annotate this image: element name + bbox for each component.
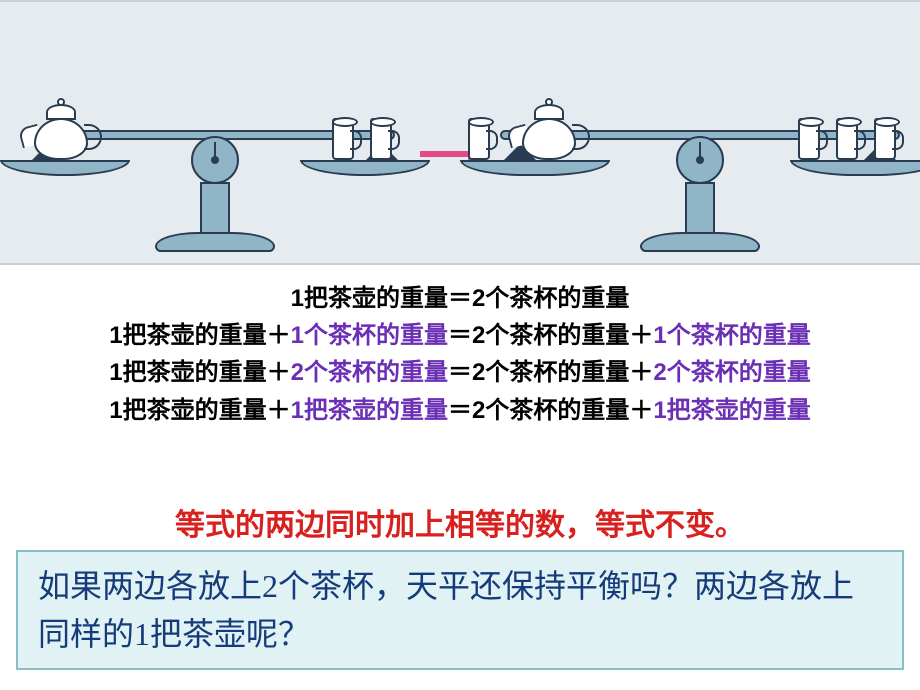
teapot-icon (508, 102, 590, 160)
base (640, 232, 760, 252)
cup-icon (836, 118, 858, 160)
teapot-icon (20, 102, 102, 160)
equation-segment: 1把茶壶的重量＋ (109, 397, 290, 424)
right-pan (790, 160, 920, 176)
balance-scale-right (490, 22, 910, 252)
equation-segment: 1把茶壶的重量＋ (109, 359, 290, 386)
equation-segment: 1把茶壶的重量＋ (109, 322, 290, 349)
cup-icon (798, 118, 820, 160)
equations-block: 1把茶壶的重量＝2个茶杯的重量1把茶壶的重量＋1个茶杯的重量＝2个茶杯的重量＋1… (0, 280, 920, 429)
left-pan (0, 160, 130, 176)
equation-segment: ＝2个茶杯的重量＋ (448, 322, 653, 349)
equation-segment: 1把茶壶的重量 (291, 397, 448, 424)
left-pan (460, 160, 610, 176)
base (155, 232, 275, 252)
diagram-area (0, 0, 920, 265)
equation-segment: ＝2个茶杯的重量＋ (448, 359, 653, 386)
equation-segment: 2个茶杯的重量 (291, 359, 448, 386)
equation-segment: 1个茶杯的重量 (653, 322, 810, 349)
equation-segment: ＝2个茶杯的重量＋ (448, 397, 653, 424)
question-box: 如果两边各放上2个茶杯，天平还保持平衡吗？两边各放上同样的1把茶壶呢？ (16, 550, 904, 670)
cup-icon (370, 118, 392, 160)
dial (191, 136, 239, 184)
equation-segment: 1个茶杯的重量 (291, 322, 448, 349)
equation-segment: 2个茶杯的重量 (653, 359, 810, 386)
right-pan (300, 160, 430, 176)
equation-segment: 1把茶壶的重量 (653, 397, 810, 424)
cup-icon (874, 118, 896, 160)
equation-line: 1把茶壶的重量＝2个茶杯的重量 (0, 280, 920, 317)
question-text: 如果两边各放上2个茶杯，天平还保持平衡吗？两边各放上同样的1把茶壶呢？ (38, 568, 854, 652)
balance-scale-left (10, 22, 420, 252)
equation-line: 1把茶壶的重量＋1个茶杯的重量＝2个茶杯的重量＋1个茶杯的重量 (0, 317, 920, 354)
equation-segment: 1把茶壶的重量＝2个茶杯的重量 (291, 285, 630, 312)
pillar (200, 182, 230, 234)
equation-line: 1把茶壶的重量＋1把茶壶的重量＝2个茶杯的重量＋1把茶壶的重量 (0, 392, 920, 429)
cup-icon (468, 118, 490, 160)
conclusion-text: 等式的两边同时加上相等的数，等式不变。 (0, 500, 920, 544)
pillar (685, 182, 715, 234)
dial (676, 136, 724, 184)
equation-line: 1把茶壶的重量＋2个茶杯的重量＝2个茶杯的重量＋2个茶杯的重量 (0, 354, 920, 391)
cup-icon (332, 118, 354, 160)
